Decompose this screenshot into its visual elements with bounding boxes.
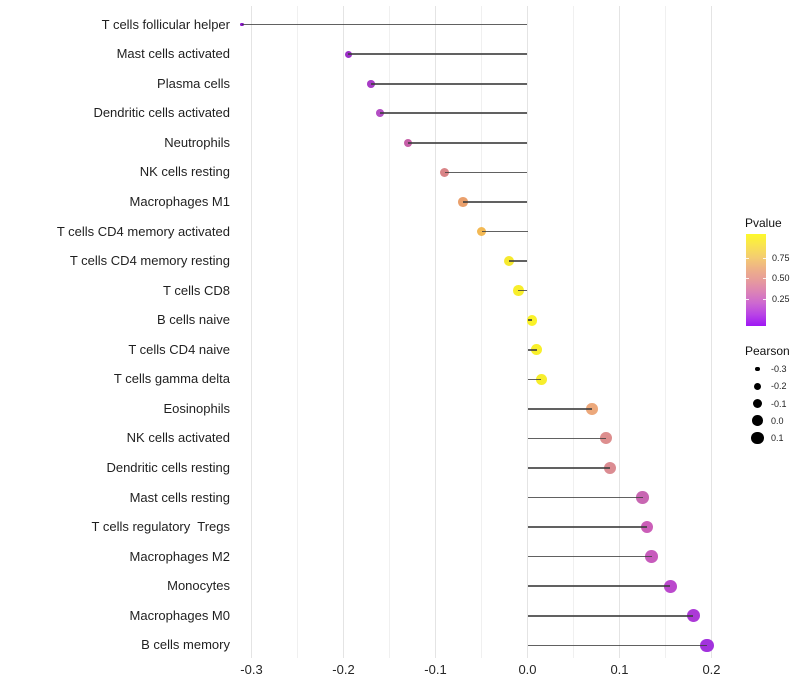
pearson-size-label: 0.0 bbox=[771, 415, 784, 426]
colorbar-tick-label: 0.25 bbox=[772, 294, 790, 304]
category-label: NK cells resting bbox=[139, 164, 230, 180]
pvalue-legend-title: Pvalue bbox=[745, 216, 782, 230]
category-label: Macrophages M0 bbox=[129, 607, 230, 623]
lollipop-stem bbox=[527, 437, 606, 440]
lollipop-stem bbox=[527, 615, 694, 617]
category-label: Eosinophils bbox=[163, 400, 231, 416]
category-label: B cells memory bbox=[141, 637, 230, 653]
pearson-size-label: 0.1 bbox=[771, 433, 784, 443]
lollipop-stem bbox=[527, 378, 542, 381]
minor-gridline bbox=[389, 6, 390, 658]
major-gridline bbox=[527, 6, 528, 658]
category-label: T cells regulatory Tregs bbox=[91, 519, 230, 535]
colorbar-tick-mark bbox=[763, 299, 766, 300]
category-label: NK cells activated bbox=[126, 430, 230, 446]
lollipop-stem bbox=[509, 260, 528, 262]
category-label: B cells naive bbox=[157, 312, 230, 328]
pearson-size-dot bbox=[752, 398, 762, 408]
pearson-size-label: -0.2 bbox=[771, 381, 787, 392]
category-label: Macrophages M1 bbox=[129, 193, 230, 209]
colorbar-tick-mark bbox=[746, 258, 749, 259]
lollipop-dot bbox=[344, 50, 352, 58]
lollipop-stem bbox=[527, 555, 652, 558]
lollipop-stem bbox=[518, 289, 528, 292]
lollipop-dot bbox=[440, 167, 450, 177]
lollipop-stem bbox=[527, 496, 643, 499]
minor-gridline bbox=[481, 6, 482, 658]
pearson-size-dot bbox=[754, 382, 761, 390]
lollipop-stem bbox=[463, 201, 528, 203]
category-label: T cells gamma delta bbox=[113, 371, 230, 387]
colorbar-tick-label: 0.75 bbox=[772, 253, 790, 263]
category-label: Monocytes bbox=[167, 578, 230, 594]
category-label: Neutrophils bbox=[164, 134, 230, 150]
x-tick-label: 0.2 bbox=[702, 662, 721, 677]
lollipop-stem bbox=[242, 23, 528, 26]
x-tick-label: -0.2 bbox=[332, 662, 355, 677]
major-gridline bbox=[251, 6, 252, 658]
lollipop-stem bbox=[371, 82, 528, 85]
major-gridline bbox=[435, 6, 436, 658]
category-label: Macrophages M2 bbox=[129, 548, 230, 564]
pearson-size-dot bbox=[751, 431, 764, 445]
lollipop-stem bbox=[527, 467, 611, 469]
lollipop-dot bbox=[476, 226, 487, 237]
lollipop-stem bbox=[407, 142, 528, 144]
lollipop-dot bbox=[458, 197, 468, 207]
colorbar-tick-label: 0.50 bbox=[772, 273, 790, 284]
category-label: T cells follicular helper bbox=[101, 16, 230, 32]
lollipop-stem bbox=[527, 526, 648, 528]
x-tick-label: 0.0 bbox=[518, 662, 537, 677]
category-label: T cells CD4 memory activated bbox=[56, 223, 230, 239]
lollipop-dot bbox=[240, 22, 245, 27]
category-label: Dendritic cells activated bbox=[93, 105, 230, 121]
category-label: T cells CD8 bbox=[163, 282, 230, 298]
category-label: T cells CD4 naive bbox=[128, 341, 230, 357]
lollipop-stem bbox=[527, 408, 592, 410]
lollipop-stem bbox=[380, 112, 528, 115]
colorbar-tick-mark bbox=[763, 278, 766, 280]
major-gridline bbox=[343, 6, 344, 658]
colorbar-tick-mark bbox=[746, 278, 749, 280]
x-tick-label: -0.1 bbox=[424, 662, 447, 677]
minor-gridline bbox=[573, 6, 574, 658]
x-tick-label: 0.1 bbox=[610, 662, 629, 677]
lollipop-dot bbox=[645, 550, 658, 563]
lollipop-dot bbox=[599, 432, 612, 445]
category-label: T cells CD4 memory resting bbox=[69, 253, 230, 269]
lollipop-stem bbox=[527, 644, 707, 647]
pearson-size-label: -0.1 bbox=[771, 398, 787, 409]
colorbar-tick-mark bbox=[763, 258, 766, 259]
pearson-size-dot bbox=[752, 415, 763, 427]
lollipop-stem bbox=[348, 53, 528, 55]
pearson-size-label: -0.3 bbox=[771, 364, 787, 374]
lollipop-stem bbox=[444, 171, 528, 174]
pvalue-colorbar-gradient bbox=[746, 234, 766, 326]
pearson-legend-title: Pearson bbox=[745, 344, 790, 358]
x-tick-label: -0.3 bbox=[240, 662, 263, 677]
lollipop-stem bbox=[481, 230, 528, 233]
minor-gridline bbox=[665, 6, 666, 658]
category-label: Mast cells resting bbox=[129, 489, 230, 505]
pearson-size-dot bbox=[755, 366, 760, 371]
lollipop-stem bbox=[527, 348, 537, 351]
colorbar-tick-mark bbox=[746, 299, 749, 300]
category-label: Dendritic cells resting bbox=[106, 460, 230, 475]
category-label: Plasma cells bbox=[157, 75, 230, 91]
lollipop-stem bbox=[527, 319, 533, 321]
major-gridline bbox=[711, 6, 712, 658]
minor-gridline bbox=[297, 6, 298, 658]
category-label: Mast cells activated bbox=[116, 46, 230, 62]
lollipop-stem bbox=[527, 585, 671, 588]
major-gridline bbox=[619, 6, 620, 658]
